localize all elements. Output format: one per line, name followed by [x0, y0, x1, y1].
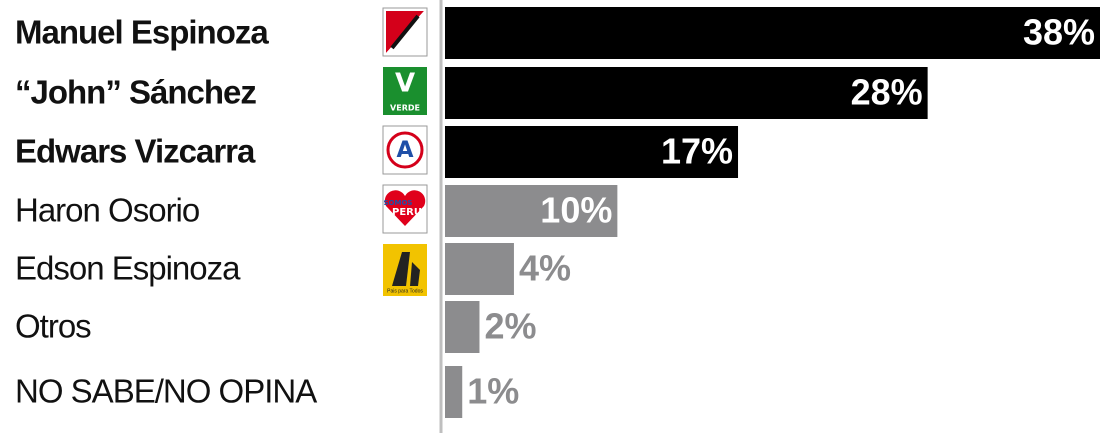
bar	[445, 67, 928, 119]
logo-text: V	[395, 69, 415, 99]
value-label: 10%	[540, 190, 612, 231]
category-label: Manuel Espinoza	[15, 14, 269, 51]
category-label: “John” Sánchez	[15, 74, 256, 111]
logo: Pais para Todos	[383, 244, 427, 296]
bar	[445, 126, 739, 178]
category-label: Otros	[15, 308, 91, 345]
category-label: Edwars Vizcarra	[15, 133, 256, 170]
logo-text: VERDE	[390, 104, 420, 113]
value-label: 28%	[851, 72, 923, 113]
logo-text: PERU	[392, 207, 422, 218]
logo: A	[382, 125, 428, 175]
value-label: 17%	[661, 131, 733, 172]
logo-text: Pais para Todos	[387, 288, 423, 294]
bar	[445, 185, 618, 237]
value-label: 4%	[519, 248, 571, 289]
logo	[382, 7, 428, 57]
logo: V VERDE	[383, 67, 427, 115]
value-label: 1%	[467, 371, 519, 412]
value-label: 38%	[1023, 12, 1095, 53]
logo-text: A	[396, 138, 413, 163]
bar	[445, 301, 480, 353]
category-label: Haron Osorio	[15, 192, 199, 229]
logo-text: SOMOS	[384, 199, 413, 207]
bar	[445, 366, 463, 418]
value-label: 2%	[484, 306, 536, 347]
logo: SOMOS PERU	[382, 184, 428, 234]
category-label: NO SABE/NO OPINA	[15, 373, 317, 410]
bar	[445, 7, 1100, 59]
category-label: Edson Espinoza	[15, 250, 241, 287]
bar	[445, 243, 514, 295]
